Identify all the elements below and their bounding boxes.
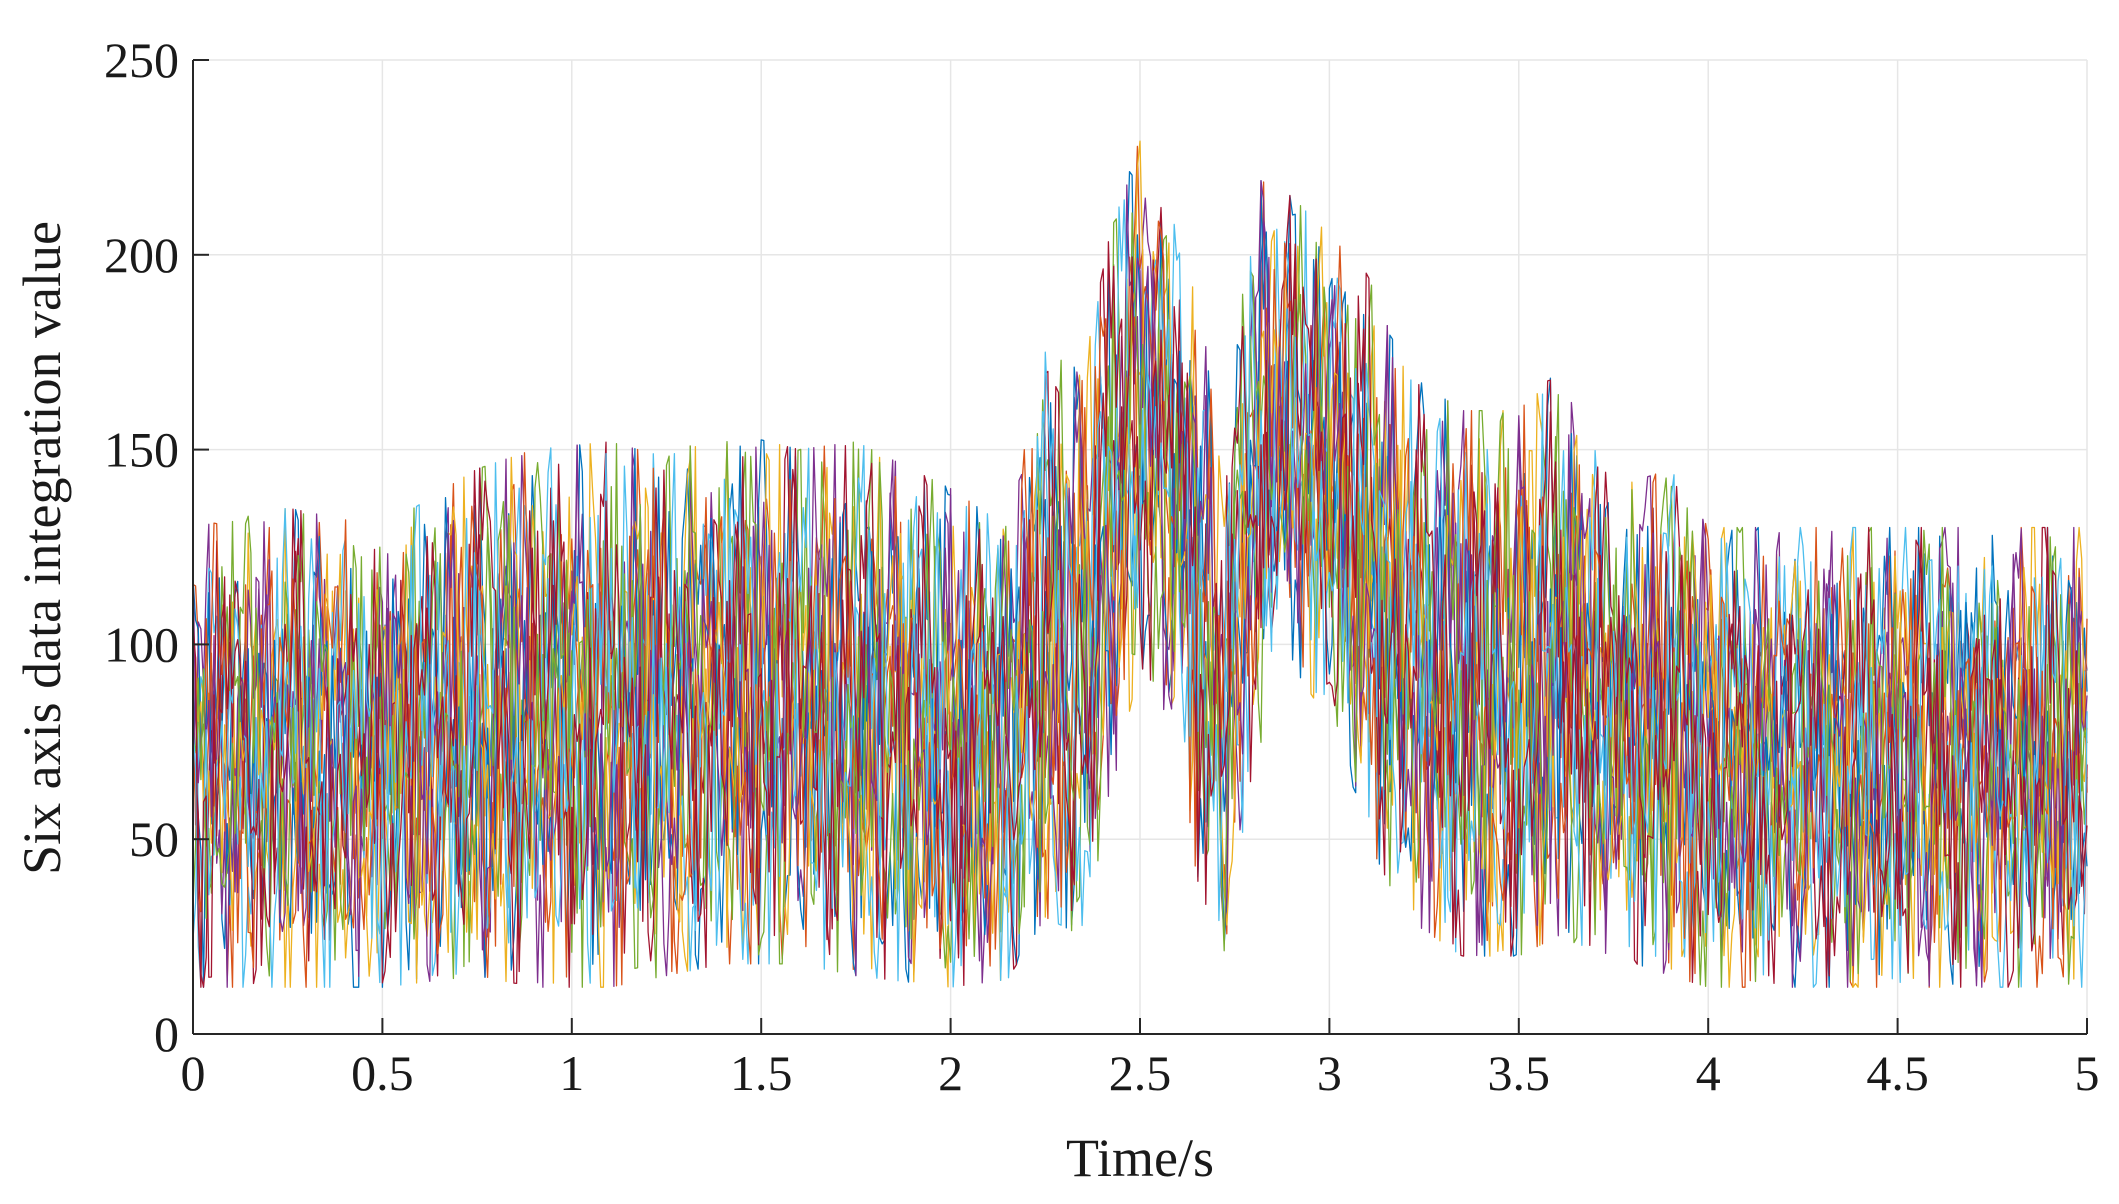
y-axis-label: Six axis data integration value — [12, 221, 72, 875]
series-line — [192, 241, 2088, 988]
x-tick-label: 2 — [938, 1045, 963, 1101]
x-tick-label: 0 — [181, 1045, 206, 1101]
x-tick-label: 3 — [1317, 1045, 1342, 1101]
y-tick-label: 100 — [104, 616, 179, 672]
x-axis: 0 0.5 1 1.5 2 2.5 3 3.5 4 4.5 5 — [181, 1018, 2100, 1101]
x-axis-label: Time/s — [1066, 1128, 1214, 1188]
x-tick-label: 1.5 — [730, 1045, 793, 1101]
y-tick-label: 150 — [104, 422, 179, 478]
x-tick-label: 1 — [559, 1045, 584, 1101]
series-line — [192, 199, 2088, 988]
series-line — [192, 180, 2088, 988]
y-tick-label: 200 — [104, 227, 179, 283]
series-lines — [192, 140, 2088, 988]
x-tick-label: 5 — [2075, 1045, 2100, 1101]
x-tick-label: 4.5 — [1866, 1045, 1929, 1101]
x-tick-label: 3.5 — [1488, 1045, 1551, 1101]
x-tick-label: 0.5 — [351, 1045, 414, 1101]
x-tick-label: 2.5 — [1109, 1045, 1172, 1101]
y-tick-label: 0 — [154, 1006, 179, 1062]
series-line — [192, 212, 2088, 988]
y-tick-label: 250 — [104, 32, 179, 88]
y-axis: 0 50 100 150 200 250 — [104, 32, 209, 1062]
x-tick-label: 4 — [1696, 1045, 1721, 1101]
y-tick-label: 50 — [129, 811, 179, 867]
